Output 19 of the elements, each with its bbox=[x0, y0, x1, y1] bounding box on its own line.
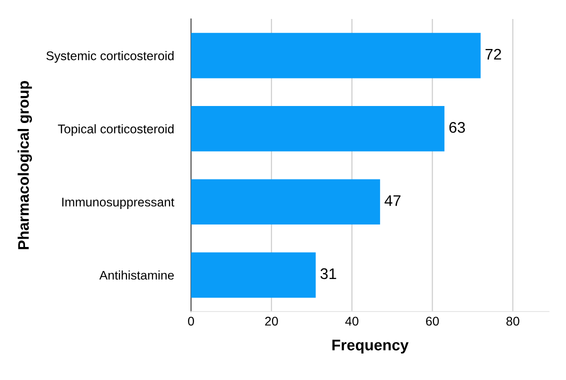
data-label: 72 bbox=[486, 48, 502, 60]
data-label: 31 bbox=[320, 268, 336, 280]
bar bbox=[191, 179, 380, 225]
x-tick-label: 40 bbox=[345, 316, 358, 326]
y-tick-label: Systemic corticosteroid bbox=[46, 51, 174, 63]
bar bbox=[191, 252, 316, 298]
x-tick-label: 20 bbox=[265, 316, 278, 326]
y-axis-title: Pharmacological group bbox=[18, 81, 32, 250]
bar bbox=[191, 106, 444, 152]
x-tick-label: 80 bbox=[506, 316, 520, 326]
x-axis-title: Frequency bbox=[332, 340, 409, 354]
x-tick-label: 60 bbox=[426, 316, 439, 326]
y-tick-label: Immunosuppressant bbox=[62, 198, 174, 209]
bar bbox=[191, 32, 481, 78]
y-tick-label: Antihistamine bbox=[99, 270, 174, 280]
x-tick-label: 0 bbox=[188, 316, 194, 326]
data-label: 63 bbox=[449, 122, 465, 133]
data-label: 47 bbox=[384, 195, 400, 206]
y-tick-label: Topical corticosteroid bbox=[58, 124, 174, 136]
